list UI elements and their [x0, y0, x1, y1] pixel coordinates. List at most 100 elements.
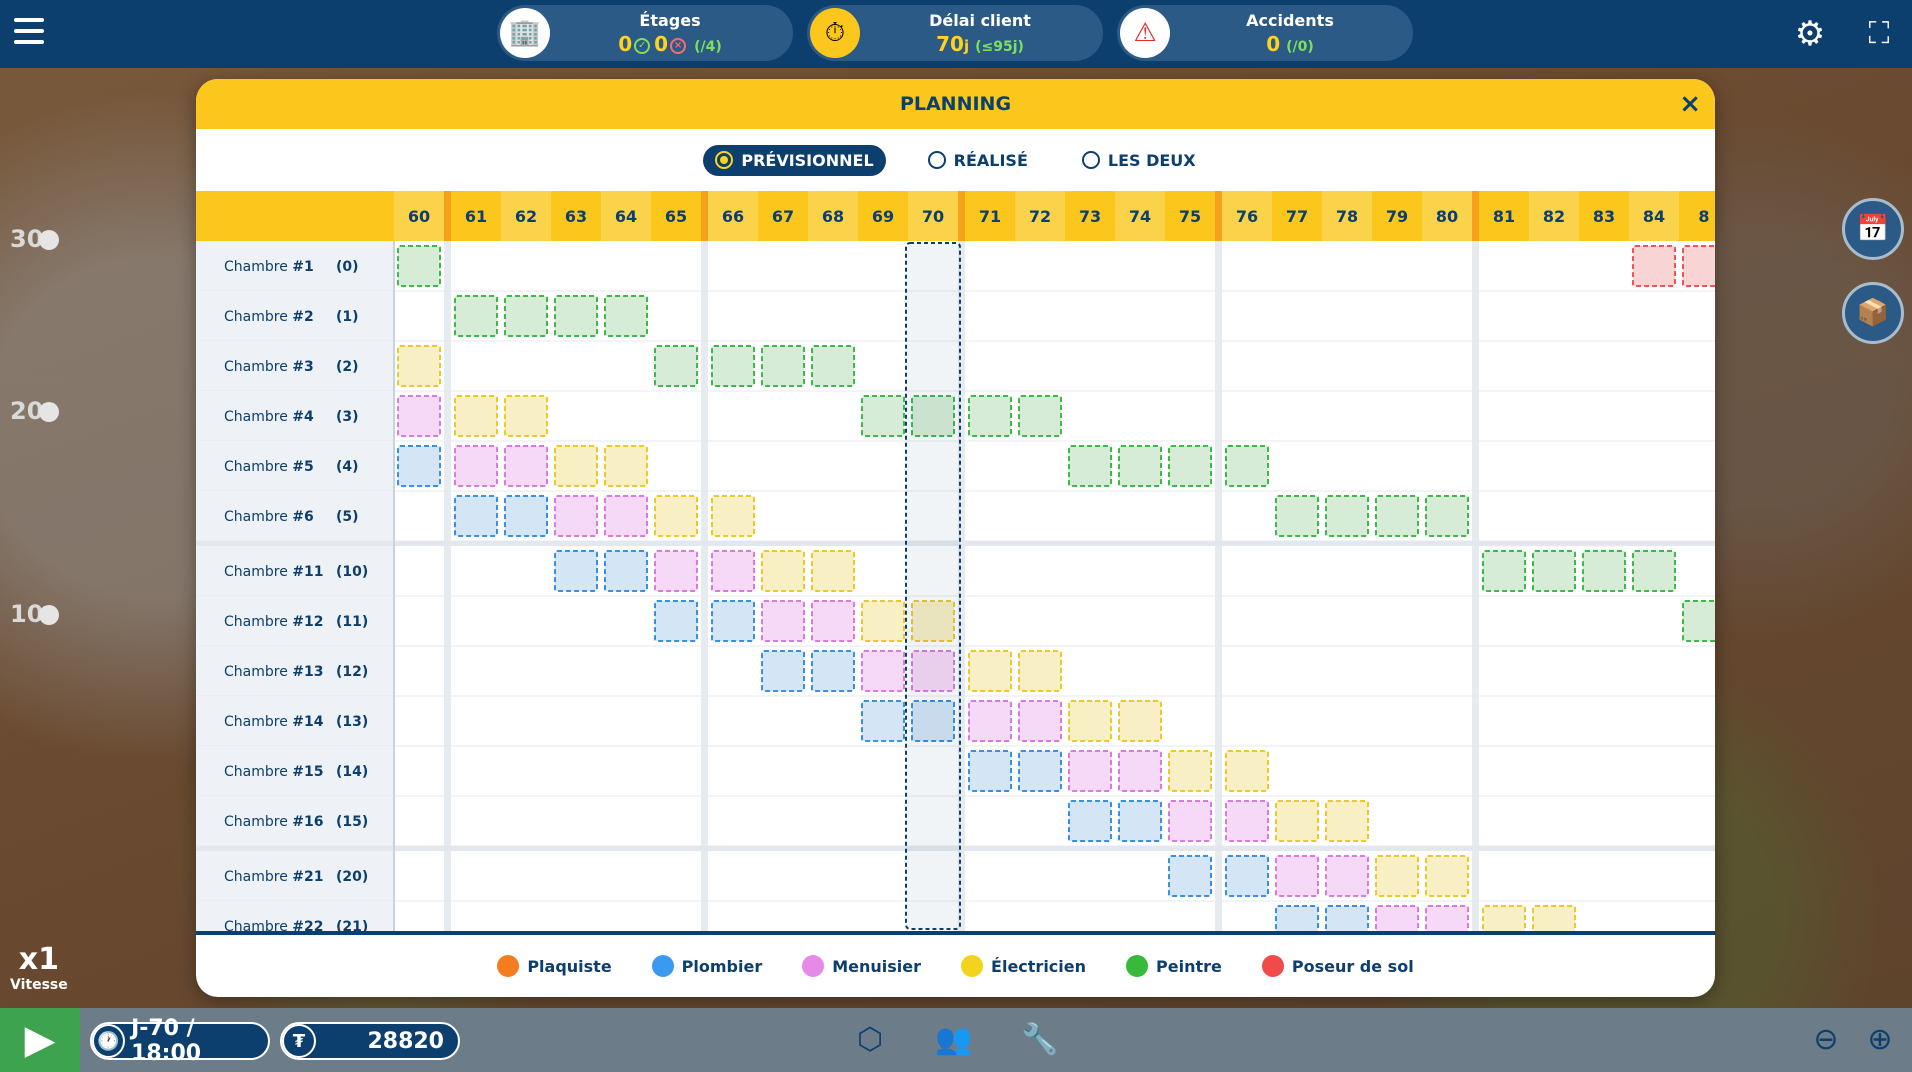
- task-block[interactable]: [454, 295, 498, 337]
- task-block[interactable]: [1225, 855, 1269, 897]
- task-block[interactable]: [1275, 495, 1319, 537]
- task-block[interactable]: [504, 445, 548, 487]
- fullscreen-icon[interactable]: ⛶: [1868, 16, 1890, 51]
- task-block[interactable]: [1532, 550, 1576, 592]
- task-block[interactable]: [911, 650, 955, 692]
- task-block[interactable]: [1482, 550, 1526, 592]
- task-block[interactable]: [1425, 495, 1469, 537]
- task-block[interactable]: [1068, 445, 1112, 487]
- task-block[interactable]: [968, 650, 1012, 692]
- task-block[interactable]: [1682, 245, 1715, 287]
- task-block[interactable]: [1068, 800, 1112, 842]
- task-block[interactable]: [1482, 905, 1526, 931]
- task-block[interactable]: [397, 245, 441, 287]
- task-block[interactable]: [861, 650, 905, 692]
- task-block[interactable]: [1168, 855, 1212, 897]
- task-block[interactable]: [1632, 245, 1676, 287]
- task-block[interactable]: [1168, 800, 1212, 842]
- task-block[interactable]: [554, 445, 598, 487]
- task-block[interactable]: [604, 295, 648, 337]
- task-block[interactable]: [811, 650, 855, 692]
- task-block[interactable]: [711, 550, 755, 592]
- task-block[interactable]: [1275, 905, 1319, 931]
- task-block[interactable]: [761, 600, 805, 642]
- task-block[interactable]: [1018, 750, 1062, 792]
- task-block[interactable]: [911, 395, 955, 437]
- task-block[interactable]: [911, 700, 955, 742]
- task-block[interactable]: [654, 550, 698, 592]
- task-block[interactable]: [1118, 800, 1162, 842]
- task-block[interactable]: [554, 495, 598, 537]
- menu-icon[interactable]: [14, 18, 44, 46]
- task-block[interactable]: [1425, 905, 1469, 931]
- task-block[interactable]: [1018, 650, 1062, 692]
- task-block[interactable]: [454, 445, 498, 487]
- tools-icon[interactable]: 🔧: [1021, 1022, 1059, 1057]
- task-block[interactable]: [1225, 445, 1269, 487]
- task-block[interactable]: [654, 345, 698, 387]
- task-block[interactable]: [1168, 750, 1212, 792]
- task-block[interactable]: [1118, 445, 1162, 487]
- task-block[interactable]: [1168, 445, 1212, 487]
- task-block[interactable]: [504, 495, 548, 537]
- task-block[interactable]: [454, 495, 498, 537]
- task-block[interactable]: [1375, 855, 1419, 897]
- task-block[interactable]: [1068, 700, 1112, 742]
- task-block[interactable]: [1632, 550, 1676, 592]
- task-block[interactable]: [654, 495, 698, 537]
- task-block[interactable]: [604, 445, 648, 487]
- task-block[interactable]: [861, 600, 905, 642]
- task-block[interactable]: [1375, 905, 1419, 931]
- task-block[interactable]: [397, 395, 441, 437]
- task-block[interactable]: [811, 600, 855, 642]
- task-block[interactable]: [1325, 905, 1369, 931]
- close-icon[interactable]: ×: [1679, 89, 1701, 119]
- task-block[interactable]: [811, 345, 855, 387]
- task-block[interactable]: [911, 600, 955, 642]
- task-block[interactable]: [554, 550, 598, 592]
- task-block[interactable]: [1225, 750, 1269, 792]
- zoom-out-icon[interactable]: ⊖: [1813, 1022, 1839, 1057]
- task-block[interactable]: [1118, 750, 1162, 792]
- task-block[interactable]: [504, 395, 548, 437]
- calendar-button[interactable]: 📅: [1842, 198, 1904, 260]
- task-block[interactable]: [1325, 855, 1369, 897]
- task-block[interactable]: [1018, 395, 1062, 437]
- task-block[interactable]: [861, 395, 905, 437]
- task-block[interactable]: [654, 600, 698, 642]
- task-block[interactable]: [711, 600, 755, 642]
- play-button[interactable]: ▶: [0, 1008, 80, 1072]
- box-icon[interactable]: ⬡: [856, 1022, 884, 1057]
- task-block[interactable]: [397, 445, 441, 487]
- task-block[interactable]: [1425, 855, 1469, 897]
- task-block[interactable]: [604, 495, 648, 537]
- radio-realise[interactable]: RÉALISÉ: [916, 145, 1040, 176]
- task-block[interactable]: [604, 550, 648, 592]
- team-icon[interactable]: 👥: [935, 1022, 973, 1057]
- task-block[interactable]: [711, 345, 755, 387]
- task-block[interactable]: [454, 395, 498, 437]
- task-block[interactable]: [761, 650, 805, 692]
- task-block[interactable]: [1275, 855, 1319, 897]
- task-block[interactable]: [1225, 800, 1269, 842]
- box-button[interactable]: 📦: [1842, 282, 1904, 344]
- task-block[interactable]: [968, 700, 1012, 742]
- planning-grid[interactable]: 60 61 62 63 64 65 66 67 68 69 70 71 72 73 74 75 76 77 78 79…: [196, 191, 1715, 931]
- settings-gear-icon[interactable]: ⚙: [1794, 14, 1826, 54]
- task-block[interactable]: [1325, 495, 1369, 537]
- task-block[interactable]: [1682, 600, 1715, 642]
- task-block[interactable]: [554, 295, 598, 337]
- radio-les-deux[interactable]: LES DEUX: [1070, 145, 1208, 176]
- speed-indicator[interactable]: x1 Vitesse: [10, 942, 68, 993]
- task-block[interactable]: [861, 700, 905, 742]
- task-block[interactable]: [968, 750, 1012, 792]
- task-block[interactable]: [1325, 800, 1369, 842]
- task-block[interactable]: [1068, 750, 1112, 792]
- task-block[interactable]: [1582, 550, 1626, 592]
- task-block[interactable]: [761, 345, 805, 387]
- task-block[interactable]: [1532, 905, 1576, 931]
- zoom-in-icon[interactable]: ⊕: [1867, 1022, 1893, 1057]
- task-block[interactable]: [1375, 495, 1419, 537]
- task-block[interactable]: [1018, 700, 1062, 742]
- task-block[interactable]: [761, 550, 805, 592]
